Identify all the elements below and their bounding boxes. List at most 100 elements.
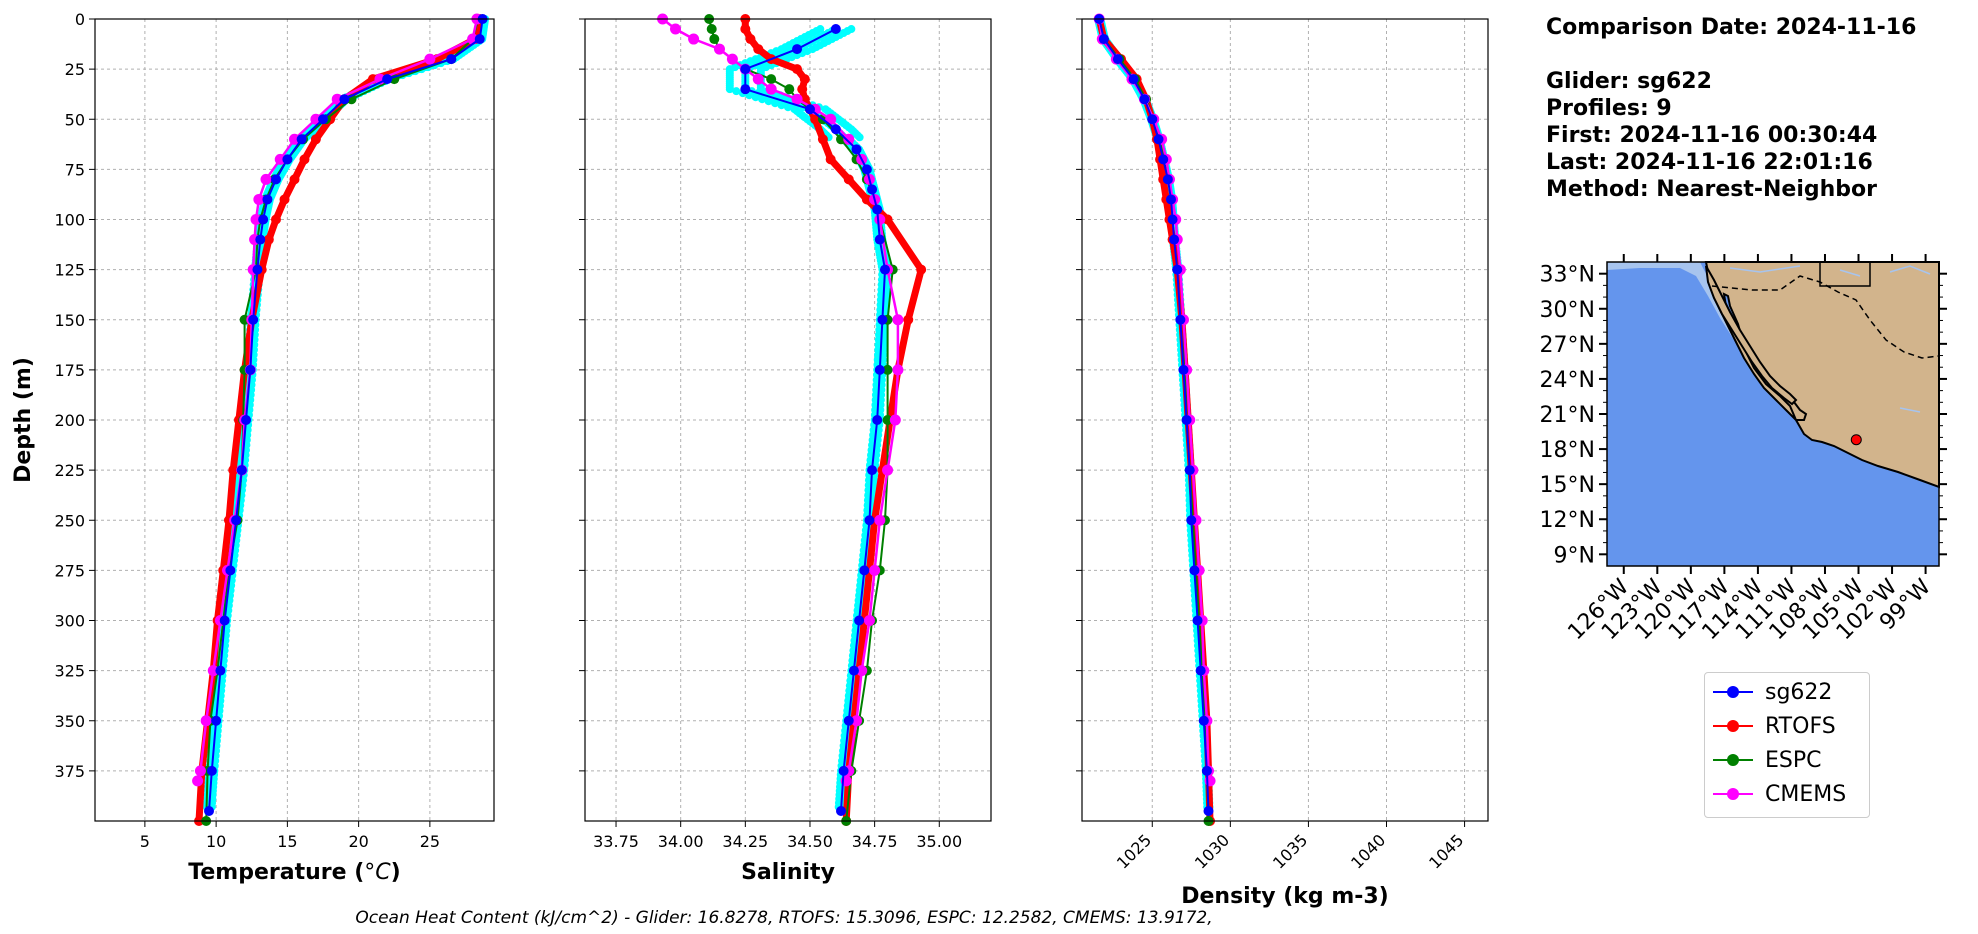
series-point-sg622	[1201, 765, 1212, 776]
series-point-sg622	[255, 234, 266, 245]
y-tick-label: 75	[65, 160, 85, 179]
map-baja	[1705, 265, 1798, 406]
series-point-sg622	[877, 314, 888, 325]
series-point-rtofs	[882, 214, 893, 225]
legend-label: sg622	[1765, 679, 1833, 705]
location-map: 33°N30°N27°N24°N21°N18°N15°N12°N9°N126°W…	[1540, 254, 1947, 645]
ohc-footer: Ocean Heat Content (kJ/cm^2) - Glider: 1…	[355, 908, 1213, 928]
series-point-sg622	[879, 264, 890, 275]
series-point-cmems	[670, 23, 682, 35]
map-border	[1711, 275, 1940, 359]
y-tick-label: 50	[65, 110, 85, 129]
series-point-cmems	[882, 464, 894, 476]
series-point-sg622	[339, 94, 350, 105]
y-tick-label: 250	[54, 511, 85, 530]
series-point-sg622	[211, 715, 222, 726]
series-point-cmems	[791, 93, 803, 105]
info-panel: Comparison Date: 2024-11-16 Glider: sg622…	[1546, 14, 1916, 203]
series-point-sg622	[830, 124, 841, 135]
map-lat-label: 12°N	[1540, 508, 1595, 533]
method: Method: Nearest-Neighbor	[1546, 177, 1877, 202]
series-point-sg622	[245, 364, 256, 375]
series-point-sg622	[1203, 805, 1214, 816]
series-point-cmems	[726, 53, 738, 65]
series-point-sg622	[382, 74, 393, 85]
series-point-cmems	[289, 133, 300, 145]
series-point-sg622	[859, 565, 870, 576]
series-line-sg622	[208, 18, 484, 812]
series-point-sg622	[236, 465, 247, 476]
legend-swatch	[1713, 682, 1753, 702]
series-point-sg622	[1195, 665, 1206, 676]
x-tick-label: 1025	[1113, 830, 1155, 872]
y-tick-label: 300	[54, 612, 85, 631]
y-axis-label: Depth (m)	[11, 357, 36, 483]
series-point-sg622	[851, 144, 862, 155]
series-point-sg622	[872, 415, 883, 425]
series-point-sg622	[854, 615, 865, 626]
y-tick-label: 275	[54, 561, 85, 580]
series-point-cmems	[192, 775, 204, 787]
series-point-cmems	[889, 414, 901, 426]
legend-marker	[1727, 686, 1739, 698]
series-point-sg622	[206, 765, 217, 776]
y-tick-label: 25	[65, 60, 85, 79]
x-tick-label: 1045	[1425, 830, 1467, 872]
map-border-us	[1819, 262, 1871, 287]
series-point-rtofs	[263, 234, 274, 245]
x-tick-label: 20	[348, 832, 368, 851]
y-tick-label: 100	[54, 211, 85, 230]
y-tick-label: 175	[54, 361, 85, 380]
series-point-sg622	[874, 364, 885, 375]
legend-label: CMEMS	[1765, 781, 1847, 807]
series-point-sg622	[231, 515, 242, 526]
series-point-rtofs	[825, 154, 836, 165]
series-point-cmems	[869, 564, 881, 576]
glider-name: Glider: sg622	[1546, 69, 1712, 94]
y-tick-label: 225	[54, 461, 85, 480]
legend-item: CMEMS	[1713, 779, 1846, 809]
series-point-rtofs	[861, 194, 872, 205]
series-point-cmems	[856, 665, 868, 677]
series-point-cmems	[851, 715, 863, 727]
series-point-sg622	[1172, 264, 1183, 275]
map-lat-label: 15°N	[1540, 473, 1595, 498]
legend-swatch	[1713, 716, 1753, 736]
series-point-sg622	[867, 184, 878, 195]
raw-glider-point	[732, 87, 741, 96]
series-point-espc	[882, 364, 893, 375]
legend-marker	[1727, 788, 1739, 800]
x-axis-label-prefix: Temperature (	[188, 860, 364, 885]
raw-glider-point	[758, 95, 767, 104]
y-tick-label: 125	[54, 261, 85, 280]
profile-count: Profiles: 9	[1546, 96, 1672, 121]
x-tick-label: 25	[420, 832, 440, 851]
series-point-sg622	[830, 24, 841, 35]
series-point-sg622	[1169, 234, 1180, 245]
series-point-sg622	[258, 214, 269, 225]
series-point-sg622	[446, 54, 457, 65]
series-point-cmems	[713, 43, 725, 55]
series-point-sg622	[792, 44, 803, 55]
series-point-sg622	[1184, 465, 1195, 476]
x-tick-label: 1035	[1269, 830, 1311, 872]
series-point-sg622	[864, 515, 875, 526]
series-point-sg622	[204, 805, 214, 816]
raw-glider-point	[777, 101, 786, 110]
series-point-sg622	[474, 34, 485, 45]
series-point-cmems	[892, 364, 904, 376]
map-lat-label: 33°N	[1540, 263, 1595, 288]
map-rivers	[1729, 265, 1931, 413]
x-axis-label: Density (kg m-3)	[1181, 884, 1389, 909]
series-point-sg622	[225, 565, 236, 576]
series-point-sg622	[838, 765, 849, 776]
series-point-sg622	[1189, 565, 1200, 576]
series-point-sg622	[848, 665, 859, 676]
series-point-cmems	[874, 214, 886, 225]
x-tick-label: 1030	[1191, 830, 1233, 872]
series-point-sg622	[296, 134, 307, 145]
y-tick-label: 0	[75, 10, 85, 29]
series-point-sg622	[318, 114, 328, 125]
series-point-sg622	[1128, 74, 1139, 85]
